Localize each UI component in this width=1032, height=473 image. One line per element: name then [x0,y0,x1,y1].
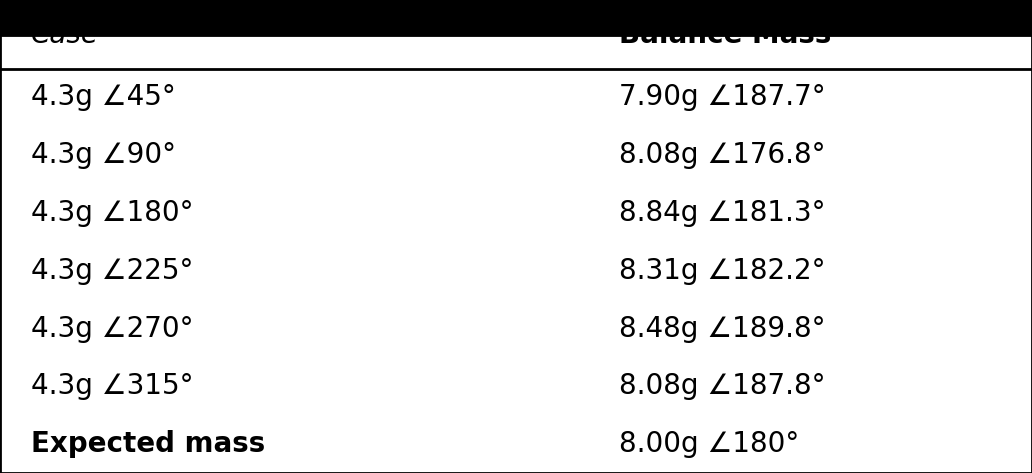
Text: 8.08g ∠176.8°: 8.08g ∠176.8° [619,141,826,169]
Text: Case: Case [31,20,99,49]
Text: 4.3g ∠90°: 4.3g ∠90° [31,141,176,169]
Text: 8.84g ∠181.3°: 8.84g ∠181.3° [619,199,826,227]
Text: 8.00g ∠180°: 8.00g ∠180° [619,430,800,458]
Text: 8.08g ∠187.8°: 8.08g ∠187.8° [619,372,826,400]
Text: 4.3g ∠180°: 4.3g ∠180° [31,199,193,227]
Text: 4.3g ∠270°: 4.3g ∠270° [31,315,193,342]
FancyBboxPatch shape [0,0,1032,35]
Text: 8.48g ∠189.8°: 8.48g ∠189.8° [619,315,826,342]
Text: 4.3g ∠225°: 4.3g ∠225° [31,257,193,285]
Text: Balance Mass: Balance Mass [619,20,832,49]
Text: 8.31g ∠182.2°: 8.31g ∠182.2° [619,257,826,285]
Text: 7.90g ∠187.7°: 7.90g ∠187.7° [619,83,826,112]
Text: 4.3g ∠315°: 4.3g ∠315° [31,372,193,400]
Text: Expected mass: Expected mass [31,430,265,458]
Text: 4.3g ∠45°: 4.3g ∠45° [31,83,175,112]
